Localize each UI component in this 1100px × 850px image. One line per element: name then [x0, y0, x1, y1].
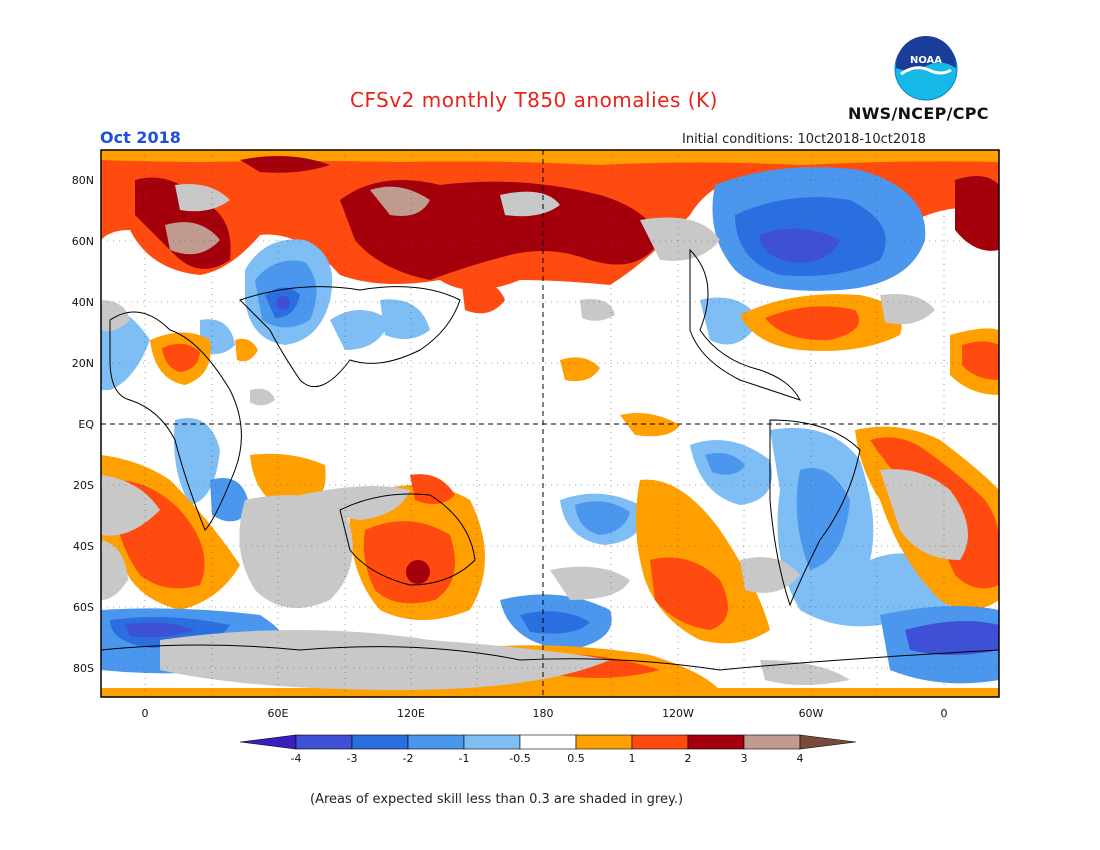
lat-label: 20S — [73, 479, 94, 492]
svg-text:NOAA: NOAA — [910, 55, 942, 66]
colorbar-swatch — [631, 734, 689, 750]
lon-label: 120W — [662, 707, 694, 720]
initial-conditions: Initial conditions: 10ct2018-10ct2018 — [682, 132, 926, 147]
colorbar-tick-label: 1 — [629, 752, 636, 765]
north-atlantic-cold-anomaly — [700, 167, 926, 345]
lat-label: 60N — [72, 235, 94, 248]
colorbar-swatch — [519, 734, 577, 750]
colorbar-tick-label: -3 — [347, 752, 358, 765]
colorbar-tick-label: 4 — [797, 752, 804, 765]
colorbar-tick-label: 2 — [685, 752, 692, 765]
agency-label: NWS/NCEP/CPC — [848, 104, 989, 123]
coastlines — [101, 248, 999, 671]
colorbar-swatch — [463, 734, 521, 750]
lon-label: 60W — [799, 707, 824, 720]
colorbar-min-arrow — [239, 734, 297, 750]
colorbar-tick-label: -1 — [459, 752, 470, 765]
lon-label: 0 — [941, 707, 948, 720]
colorbar-swatch — [743, 734, 801, 750]
colorbar-tick-label: -0.5 — [509, 752, 530, 765]
lon-label: 60E — [268, 707, 289, 720]
low-skill-shading — [101, 184, 968, 690]
skill-caption: (Areas of expected skill less than 0.3 a… — [310, 792, 684, 807]
lat-label: EQ — [78, 418, 94, 431]
lat-label: 60S — [73, 601, 94, 614]
lon-label: 0 — [142, 707, 149, 720]
forecast-month: Oct 2018 — [100, 128, 181, 147]
lat-label: 80N — [72, 174, 94, 187]
colorbar-tick-label: 0.5 — [567, 752, 585, 765]
southern-cold-anomaly — [174, 418, 952, 627]
lon-label: 180 — [533, 707, 554, 720]
lat-label: 40S — [73, 540, 94, 553]
colorbar-swatch — [407, 734, 465, 750]
lat-label: 80S — [73, 662, 94, 675]
lon-label: 120E — [397, 707, 425, 720]
colorbar-tick-label: 3 — [741, 752, 748, 765]
colorbar-swatch — [687, 734, 745, 750]
colorbar-tick-label: -4 — [291, 752, 302, 765]
arctic-warm-anomaly — [101, 150, 999, 290]
colorbar-max-arrow — [799, 734, 857, 750]
colorbar-swatch — [295, 734, 353, 750]
longitude-labels: 0 60E 120E 180 120W 60W 0 — [142, 707, 948, 720]
map-title: CFSv2 monthly T850 anomalies (K) — [350, 88, 718, 112]
lat-label: 40N — [72, 296, 94, 309]
lat-label: 20N — [72, 357, 94, 370]
colorbar-swatch — [575, 734, 633, 750]
latitude-labels: 80N 60N 40N 20N EQ 20S 40S 60S 80S — [72, 174, 95, 675]
colorbar: -4 -3 -2 -1 -0.5 0.5 1 2 3 4 — [239, 734, 857, 765]
noaa-logo: NOAA — [894, 36, 958, 101]
colorbar-swatch — [351, 734, 409, 750]
colorbar-tick-label: -2 — [403, 752, 414, 765]
